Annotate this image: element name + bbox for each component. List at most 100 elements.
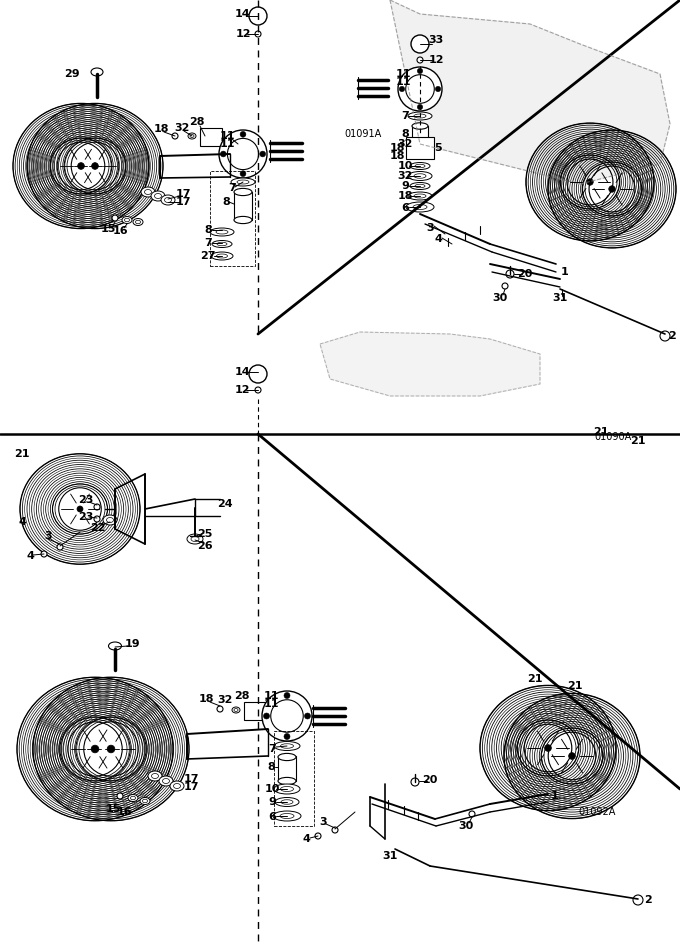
Text: 15: 15 (101, 224, 116, 234)
Ellipse shape (159, 776, 173, 786)
Bar (200, 128, 222, 146)
Circle shape (332, 827, 338, 833)
Text: 19: 19 (125, 639, 141, 649)
Circle shape (435, 86, 441, 92)
Circle shape (568, 752, 575, 759)
Ellipse shape (187, 534, 203, 544)
Text: 11: 11 (219, 139, 235, 149)
Circle shape (260, 151, 266, 157)
Circle shape (587, 178, 593, 185)
Circle shape (545, 745, 551, 751)
Ellipse shape (154, 194, 162, 198)
Circle shape (219, 130, 267, 178)
Text: 28: 28 (234, 691, 250, 701)
Bar (210, 171, 255, 266)
Circle shape (78, 162, 84, 169)
Circle shape (418, 68, 423, 74)
Text: 31: 31 (552, 293, 568, 303)
Ellipse shape (274, 784, 300, 794)
Ellipse shape (133, 218, 143, 226)
Text: 21: 21 (567, 681, 583, 691)
Circle shape (284, 693, 290, 699)
Ellipse shape (274, 741, 300, 750)
Text: 21: 21 (14, 449, 30, 459)
Text: 6: 6 (401, 203, 409, 213)
Circle shape (609, 186, 615, 193)
Ellipse shape (151, 191, 165, 201)
Text: 29: 29 (64, 69, 80, 79)
Text: 1: 1 (561, 267, 569, 277)
Text: 30: 30 (492, 293, 508, 303)
Text: 10: 10 (265, 784, 279, 794)
Ellipse shape (234, 216, 252, 224)
Circle shape (315, 833, 321, 839)
Ellipse shape (231, 178, 255, 186)
Ellipse shape (412, 123, 428, 129)
Text: 7: 7 (268, 744, 276, 754)
Circle shape (255, 31, 261, 37)
Ellipse shape (278, 778, 296, 784)
Circle shape (217, 706, 223, 712)
Ellipse shape (210, 228, 234, 236)
Ellipse shape (414, 194, 426, 198)
Ellipse shape (170, 781, 184, 791)
Text: 5: 5 (435, 143, 442, 153)
Text: 2: 2 (644, 895, 652, 905)
Text: 14: 14 (235, 9, 251, 19)
Text: 8: 8 (222, 197, 230, 207)
Ellipse shape (408, 172, 432, 180)
Text: 14: 14 (234, 367, 250, 377)
Ellipse shape (163, 779, 169, 784)
Circle shape (411, 35, 429, 53)
Circle shape (398, 67, 442, 111)
Text: 15: 15 (105, 804, 120, 814)
Text: 01090A: 01090A (594, 432, 632, 442)
Text: 16: 16 (112, 226, 128, 236)
Text: 3: 3 (319, 817, 327, 827)
Text: 8: 8 (401, 129, 409, 139)
Circle shape (92, 162, 99, 169)
Circle shape (660, 331, 670, 341)
Ellipse shape (408, 112, 432, 120)
Circle shape (240, 171, 246, 177)
Circle shape (284, 733, 290, 739)
Text: 4: 4 (434, 234, 442, 244)
Ellipse shape (148, 771, 162, 781)
Circle shape (220, 151, 226, 157)
Ellipse shape (410, 162, 430, 170)
Circle shape (264, 713, 269, 719)
Ellipse shape (237, 180, 249, 184)
Ellipse shape (415, 164, 425, 168)
Text: 3: 3 (426, 223, 434, 233)
Ellipse shape (280, 814, 294, 818)
Text: 20: 20 (517, 269, 532, 279)
Text: 32: 32 (218, 695, 233, 705)
Ellipse shape (280, 744, 294, 749)
Ellipse shape (188, 133, 196, 139)
Text: 11: 11 (263, 699, 279, 709)
Text: 2: 2 (668, 331, 676, 341)
Ellipse shape (415, 184, 425, 188)
Ellipse shape (216, 254, 228, 258)
Text: 21: 21 (630, 436, 646, 446)
Ellipse shape (107, 517, 114, 522)
Ellipse shape (135, 220, 141, 224)
Text: 8: 8 (267, 762, 275, 772)
Text: 27: 27 (200, 251, 216, 261)
Ellipse shape (124, 218, 129, 222)
Circle shape (249, 365, 267, 383)
Ellipse shape (413, 205, 427, 210)
Ellipse shape (191, 536, 199, 542)
Ellipse shape (275, 798, 299, 806)
Text: 26: 26 (197, 541, 213, 551)
Circle shape (172, 133, 178, 139)
Text: 30: 30 (458, 821, 474, 831)
Text: 4: 4 (26, 551, 34, 561)
Ellipse shape (144, 190, 152, 194)
Text: 6: 6 (268, 812, 276, 822)
Text: 17: 17 (175, 197, 191, 207)
Circle shape (271, 700, 303, 733)
Ellipse shape (91, 68, 103, 76)
Ellipse shape (412, 143, 428, 149)
Ellipse shape (281, 800, 293, 804)
